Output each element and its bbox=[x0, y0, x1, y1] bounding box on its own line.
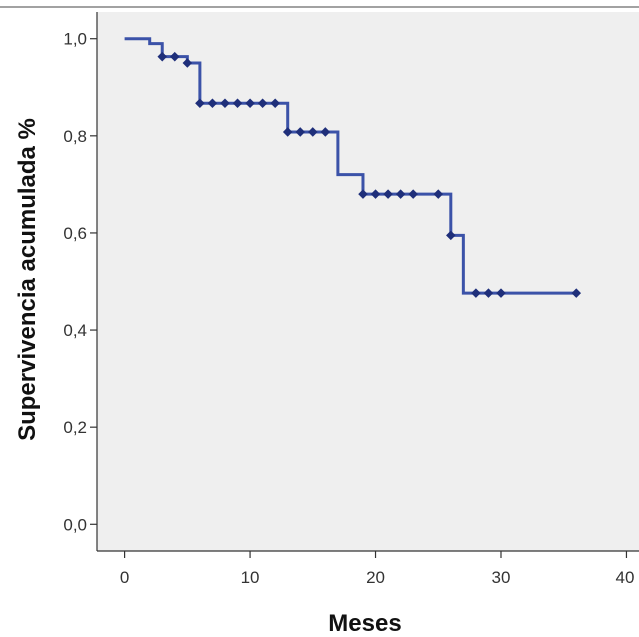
censored-marker bbox=[471, 288, 481, 298]
plot-area bbox=[97, 12, 639, 551]
y-tick-label: 1,0 bbox=[63, 30, 87, 49]
censored-marker bbox=[483, 288, 494, 298]
x-tick-label: 0 bbox=[120, 568, 129, 587]
censored-markers bbox=[157, 51, 582, 298]
censored-marker bbox=[370, 189, 381, 199]
censored-marker bbox=[220, 98, 230, 109]
y-tick-label: 0,6 bbox=[63, 224, 87, 243]
x-tick-label: 30 bbox=[492, 568, 511, 587]
x-axis-title: Meses bbox=[328, 610, 401, 637]
censored-marker bbox=[308, 127, 318, 137]
y-axis: 0,0 0,2 0,4 0,6 0,8 1,0 bbox=[63, 12, 98, 551]
x-tick-label: 40 bbox=[616, 568, 635, 587]
survival-step-line bbox=[124, 37, 577, 295]
censored-marker bbox=[395, 189, 406, 199]
censored-marker bbox=[207, 98, 218, 109]
censored-marker bbox=[182, 58, 193, 68]
y-axis-title: Supervivencia acumulada % bbox=[14, 118, 41, 441]
censored-marker bbox=[157, 51, 168, 62]
censored-marker bbox=[433, 189, 444, 199]
censored-marker bbox=[446, 230, 456, 241]
censored-marker bbox=[282, 127, 293, 137]
censored-marker bbox=[358, 189, 368, 199]
x-axis: 0 10 20 30 40 bbox=[97, 550, 639, 587]
censored-marker bbox=[257, 98, 268, 109]
series-survival-curve bbox=[124, 37, 577, 295]
x-tick-label: 20 bbox=[366, 568, 385, 587]
censored-marker bbox=[408, 189, 418, 199]
y-tick-label: 0,4 bbox=[63, 321, 87, 340]
censored-marker bbox=[245, 98, 255, 109]
y-tick-label: 0,2 bbox=[63, 418, 87, 437]
censored-marker bbox=[270, 98, 280, 109]
censored-marker bbox=[383, 189, 393, 199]
censored-marker bbox=[496, 288, 506, 298]
y-tick-label: 0,0 bbox=[63, 515, 87, 534]
x-tick-label: 10 bbox=[241, 568, 260, 587]
censored-marker bbox=[571, 288, 582, 298]
y-tick-label: 0,8 bbox=[63, 127, 87, 146]
censored-marker bbox=[232, 98, 243, 109]
censored-marker bbox=[320, 127, 331, 137]
censored-marker bbox=[170, 51, 180, 62]
censored-marker bbox=[295, 127, 306, 137]
censored-marker bbox=[195, 98, 205, 109]
